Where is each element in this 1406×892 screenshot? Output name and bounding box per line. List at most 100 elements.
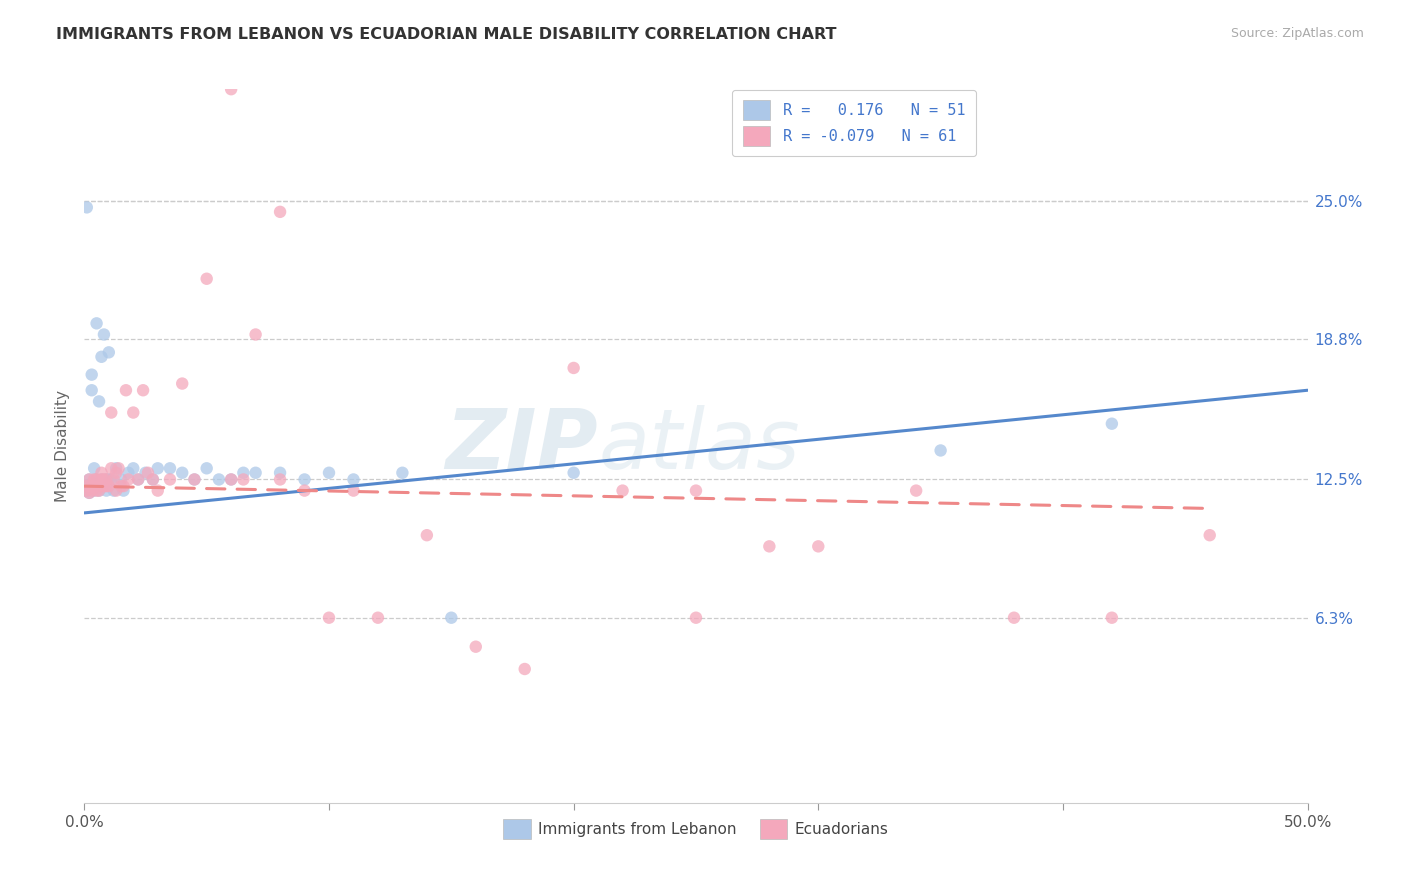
Point (112, 483, 135, 498)
Point (77, 485, 100, 500)
Point (117, 466, 139, 480)
Point (110, 472, 132, 486)
Point (195, 461, 218, 475)
Point (172, 376, 194, 391)
Point (127, 472, 149, 486)
Point (90, 350, 112, 364)
Point (294, 472, 316, 486)
Point (107, 461, 129, 475)
Point (195, 271, 218, 285)
Y-axis label: Male Disability: Male Disability (55, 390, 70, 502)
Point (905, 483, 928, 498)
Point (132, 383, 155, 397)
Point (142, 472, 165, 486)
Point (1101, 610, 1123, 624)
Point (562, 360, 585, 375)
Point (245, 327, 267, 342)
Point (80, 483, 103, 498)
Text: ZIP: ZIP (446, 406, 598, 486)
Point (86, 472, 108, 486)
Point (103, 483, 125, 498)
Point (76, 479, 98, 493)
Point (391, 466, 413, 480)
Point (86, 482, 108, 496)
Point (612, 483, 634, 498)
Point (269, 204, 291, 219)
Point (80, 368, 103, 382)
Point (146, 461, 169, 475)
Point (807, 539, 830, 553)
Point (83, 472, 105, 486)
Point (97, 345, 120, 359)
Point (183, 472, 205, 486)
Point (76, 483, 98, 498)
Point (87, 394, 110, 409)
Text: atlas: atlas (598, 406, 800, 486)
Point (342, 483, 364, 498)
Point (110, 479, 132, 493)
Point (93, 479, 115, 493)
Point (87, 479, 110, 493)
Point (96, 472, 118, 486)
Point (90, 472, 112, 486)
Point (122, 461, 145, 475)
Legend: Immigrants from Lebanon, Ecuadorians: Immigrants from Lebanon, Ecuadorians (498, 814, 894, 845)
Text: Source: ZipAtlas.com: Source: ZipAtlas.com (1230, 27, 1364, 40)
Point (83, 483, 105, 498)
Point (159, 461, 181, 475)
Point (80, 479, 103, 493)
Point (136, 466, 159, 480)
Point (112, 479, 135, 493)
Point (1198, 528, 1220, 542)
Point (269, 466, 291, 480)
Point (142, 472, 165, 486)
Point (90, 472, 112, 486)
Point (97, 479, 120, 493)
Point (86, 483, 108, 498)
Point (90, 479, 112, 493)
Point (758, 539, 780, 553)
Point (294, 483, 316, 498)
Point (172, 466, 194, 480)
Point (86, 316, 108, 330)
Point (1002, 610, 1025, 624)
Point (219, 472, 242, 486)
Point (1101, 417, 1123, 431)
Point (513, 662, 536, 676)
Point (87, 483, 110, 498)
Point (90, 466, 112, 480)
Point (105, 461, 128, 475)
Point (76, 479, 98, 493)
Point (929, 443, 952, 458)
Point (440, 610, 463, 624)
Point (232, 472, 254, 486)
Text: IMMIGRANTS FROM LEBANON VS ECUADORIAN MALE DISABILITY CORRELATION CHART: IMMIGRANTS FROM LEBANON VS ECUADORIAN MA… (56, 27, 837, 42)
Point (83, 461, 105, 475)
Point (127, 472, 149, 486)
Point (76, 483, 98, 498)
Point (685, 483, 707, 498)
Point (93, 327, 115, 342)
Point (105, 466, 128, 480)
Point (342, 472, 364, 486)
Point (105, 483, 128, 498)
Point (103, 472, 125, 486)
Point (76, 201, 98, 215)
Point (77, 485, 100, 500)
Point (86, 472, 108, 486)
Point (232, 466, 254, 480)
Point (87, 483, 110, 498)
Point (96, 479, 118, 493)
Point (96, 472, 118, 486)
Point (318, 466, 340, 480)
Point (318, 610, 340, 624)
Point (100, 405, 122, 419)
Point (219, 472, 242, 486)
Point (562, 466, 585, 480)
Point (100, 461, 122, 475)
Point (464, 640, 486, 654)
Point (115, 383, 138, 397)
Point (146, 483, 169, 498)
Point (117, 472, 139, 486)
Point (93, 479, 115, 493)
